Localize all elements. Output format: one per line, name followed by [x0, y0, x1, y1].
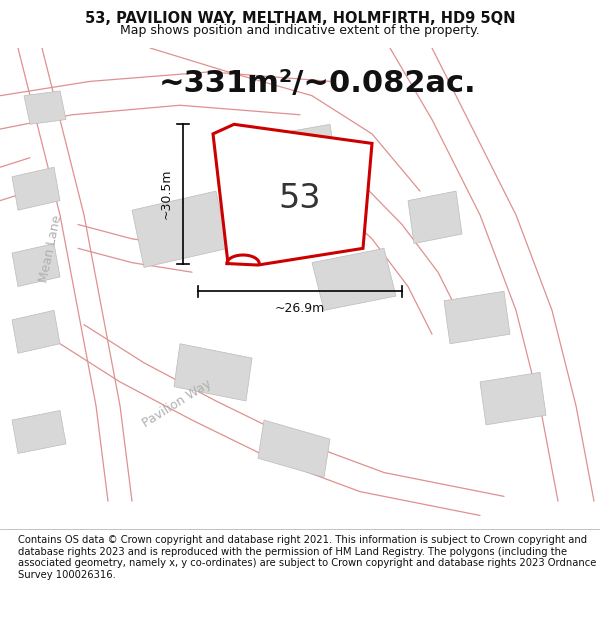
Polygon shape [213, 124, 372, 265]
Polygon shape [258, 420, 330, 478]
Polygon shape [24, 91, 66, 124]
Text: ~26.9m: ~26.9m [275, 302, 325, 315]
Polygon shape [12, 411, 66, 454]
Text: 53: 53 [279, 182, 321, 215]
Polygon shape [276, 124, 336, 172]
Text: Map shows position and indicative extent of the property.: Map shows position and indicative extent… [120, 24, 480, 38]
Polygon shape [408, 191, 462, 244]
Polygon shape [444, 291, 510, 344]
Text: ~331m²/~0.082ac.: ~331m²/~0.082ac. [159, 69, 477, 98]
Text: 53, PAVILION WAY, MELTHAM, HOLMFIRTH, HD9 5QN: 53, PAVILION WAY, MELTHAM, HOLMFIRTH, HD… [85, 11, 515, 26]
Text: ~30.5m: ~30.5m [159, 169, 172, 219]
Polygon shape [174, 344, 252, 401]
Polygon shape [12, 168, 60, 210]
Polygon shape [12, 244, 60, 286]
Polygon shape [480, 372, 546, 425]
Polygon shape [12, 311, 60, 353]
Polygon shape [132, 191, 228, 268]
Text: Contains OS data © Crown copyright and database right 2021. This information is : Contains OS data © Crown copyright and d… [18, 535, 596, 580]
Text: Mean Lane: Mean Lane [38, 214, 64, 283]
Text: Pavilion Way: Pavilion Way [140, 377, 214, 430]
Polygon shape [312, 248, 396, 311]
